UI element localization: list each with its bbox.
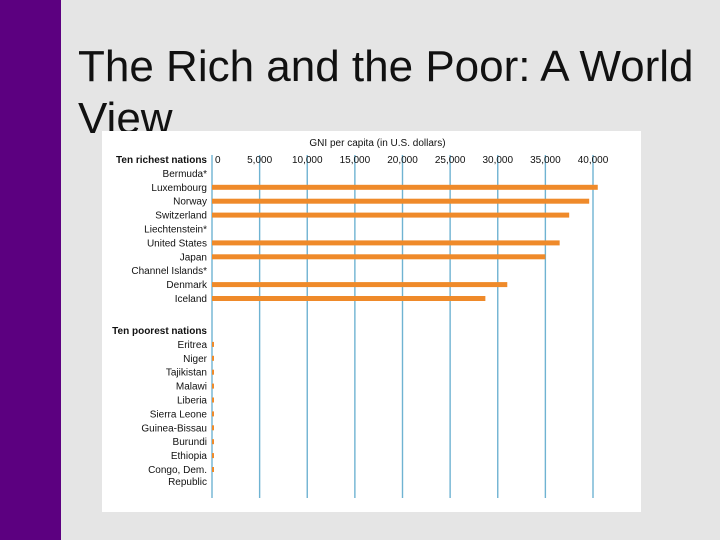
chart-figure: GNI per capita (in U.S. dollars) 0 5,000 10… <box>102 131 641 512</box>
slide-sidebar <box>0 0 61 540</box>
bar <box>212 184 598 190</box>
bar <box>212 341 214 347</box>
category-label: United States <box>147 238 207 249</box>
category-label: Sierra Leone <box>150 409 208 420</box>
category-label: Switzerland <box>155 211 207 222</box>
x-tick-label: 25,000 <box>435 155 466 166</box>
group-header: Ten poorest nations <box>112 326 207 337</box>
slide-title: The Rich and the Poor: A World View <box>78 42 694 144</box>
bars <box>212 184 598 472</box>
bar <box>212 282 508 288</box>
category-label: Tajikistan <box>166 368 207 379</box>
x-axis-title: GNI per capita (in U.S. dollars) <box>309 138 445 149</box>
category-label: Luxembourg <box>151 183 207 194</box>
bar <box>212 397 214 403</box>
group-header: Ten richest nations <box>116 155 207 166</box>
category-label: Congo, Dem. Republic <box>148 465 207 488</box>
category-label: Liechtenstein* <box>144 225 207 236</box>
category-label: Denmark <box>166 280 208 291</box>
bar <box>212 212 570 218</box>
bar <box>212 355 214 361</box>
category-label: Ethiopia <box>171 451 208 462</box>
x-tick-label: 5,000 <box>247 155 272 166</box>
category-label: Channel Islands* <box>131 266 207 277</box>
bar <box>212 383 214 389</box>
x-tick-label: 40,000 <box>578 155 609 166</box>
gni-bar-chart: GNI per capita (in U.S. dollars) 0 5,000 10… <box>112 138 609 498</box>
bar <box>212 425 214 431</box>
x-tick-label: 20,000 <box>387 155 418 166</box>
x-tick-label: 0 <box>215 155 221 166</box>
category-label: Guinea-Bissau <box>141 423 207 434</box>
bar <box>212 467 214 472</box>
bar <box>212 296 486 301</box>
bar <box>212 198 590 204</box>
category-label: Eritrea <box>178 340 208 351</box>
gridlines <box>211 155 594 498</box>
bar <box>212 411 214 417</box>
category-label: Burundi <box>173 437 207 448</box>
category-label: Iceland <box>175 294 207 305</box>
category-label: Niger <box>183 354 208 365</box>
category-label: Malawi <box>176 382 207 393</box>
bar <box>212 453 214 459</box>
x-tick-label: 30,000 <box>482 155 513 166</box>
x-tick-label: 35,000 <box>530 155 561 166</box>
bar <box>212 254 546 260</box>
category-label: Liberia <box>177 396 207 407</box>
bar <box>212 240 560 246</box>
category-label: Norway <box>173 197 207 208</box>
x-tick-label: 15,000 <box>340 155 371 166</box>
x-tick-label: 10,000 <box>292 155 323 166</box>
category-label: Japan <box>180 252 207 263</box>
category-label: Bermuda* <box>163 169 208 180</box>
bar <box>212 439 214 445</box>
labels: GNI per capita (in U.S. dollars) 0 5,000 10… <box>112 138 609 488</box>
bar <box>212 369 214 375</box>
